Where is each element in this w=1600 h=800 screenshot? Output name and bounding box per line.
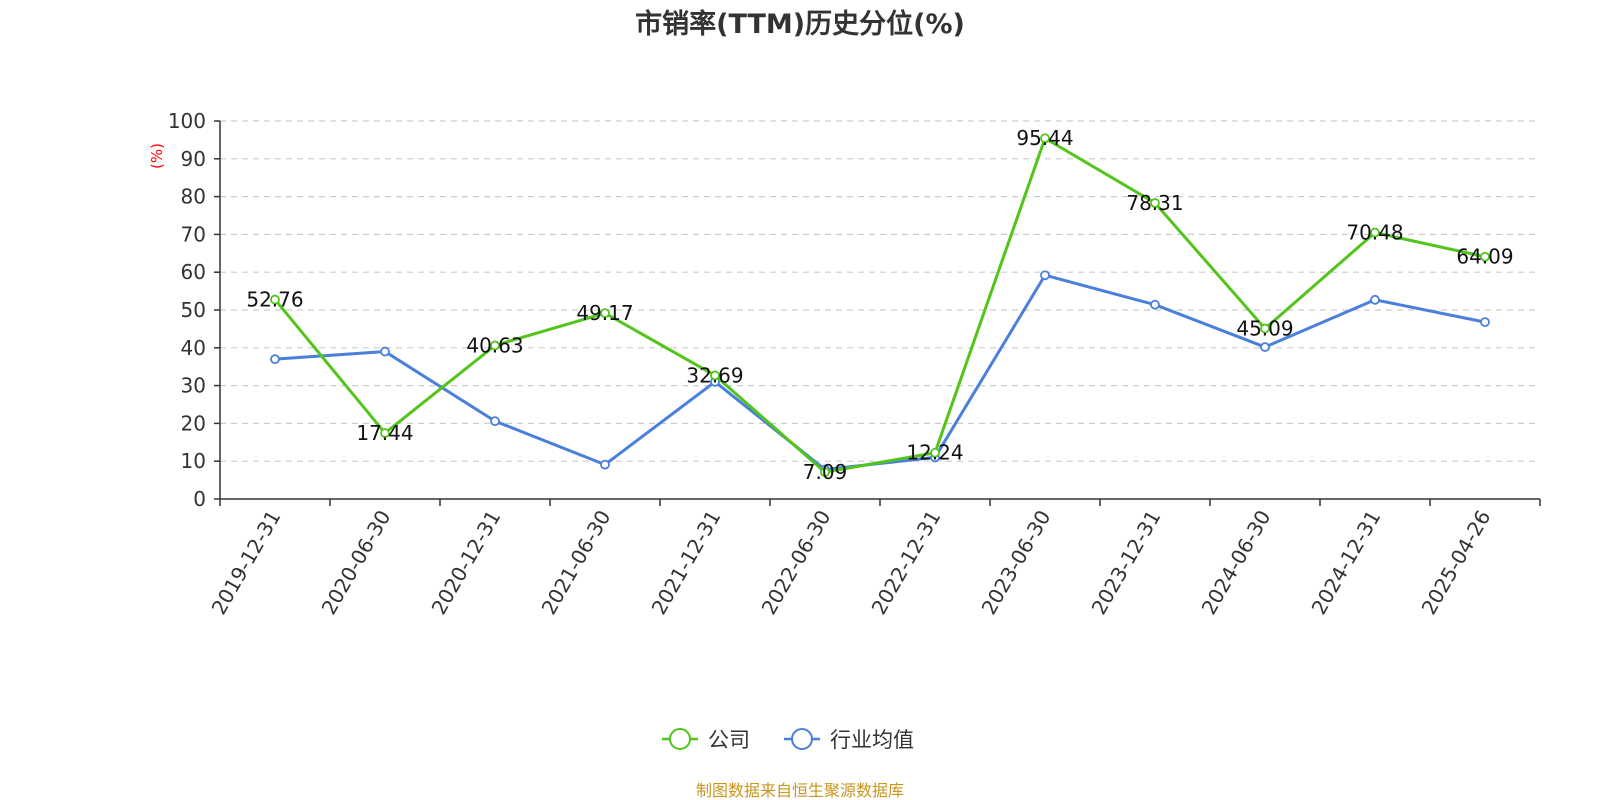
data-point[interactable] [1370,294,1380,305]
data-point[interactable] [1040,133,1050,144]
x-tick-label: 2025-04-26 [1416,506,1495,619]
data-point[interactable] [1260,342,1270,352]
data-label: 32.69 [686,363,743,387]
x-tick-label: 2024-12-31 [1306,506,1385,619]
axes: 0 10 20 30 40 50 60 70 80 90 100 2019-12-31 2020-06-… [168,109,1541,619]
source-note: 制图数据来自恒生聚源数据库 [696,781,904,800]
x-tick-label: 2019-12-31 [206,506,285,619]
y-tick-label: 10 [181,449,206,473]
data-label: 45.09 [1236,317,1293,341]
x-tick-label: 2020-12-31 [426,506,505,619]
gridlines [220,120,1540,462]
y-tick-label: 90 [181,147,206,171]
data-label: 49.17 [576,301,633,325]
data-point[interactable] [380,428,390,438]
y-tick-label: 30 [181,374,206,398]
data-point[interactable] [930,447,940,458]
data-label: 95.44 [1016,126,1073,150]
data-label: 64.09 [1456,245,1513,269]
y-tick-label: 80 [181,185,206,209]
x-tick-label: 2021-12-31 [646,506,725,619]
data-point[interactable] [490,416,500,427]
legend-item-1[interactable]: 行业均值 [784,728,914,752]
legend-marker-icon [669,728,691,750]
x-tick-label: 2022-12-31 [866,506,945,619]
legend[interactable]: 公司 行业均值 [662,728,914,752]
legend-item-0[interactable]: 公司 [662,728,750,752]
data-point[interactable] [1370,227,1380,238]
y-tick-label: 20 [181,411,206,435]
data-point[interactable] [1150,198,1160,208]
data-point[interactable] [1260,323,1270,334]
data-point[interactable] [270,354,280,365]
y-tick-label: 40 [181,336,206,360]
data-point[interactable] [600,308,610,319]
y-tick-label: 100 [168,109,206,133]
legend-label: 公司 [708,728,750,752]
data-point[interactable] [1480,251,1490,262]
x-tick-label: 2020-06-30 [316,506,395,619]
data-point[interactable] [710,370,720,381]
series-line [274,273,1486,472]
data-point[interactable] [1480,317,1490,327]
y-tick-label: 50 [181,298,206,322]
series-layer [270,133,1490,478]
x-tick-label: 2022-06-30 [756,506,835,619]
legend-marker-icon [791,728,813,750]
x-tick-label: 2023-12-31 [1086,506,1165,619]
data-label: 78.31 [1126,191,1183,215]
data-label: 7.09 [803,460,848,484]
x-tick-label: 2023-06-30 [976,506,1055,619]
data-point[interactable] [600,459,610,470]
data-label: 52.76 [246,288,303,312]
data-point[interactable] [1040,270,1050,281]
series-1 [270,270,1490,475]
data-label: 70.48 [1346,221,1403,245]
data-point[interactable] [270,294,280,305]
y-tick-label: 60 [181,260,206,284]
data-labels: 52.76 17.44 40.63 49.17 32.69 7.09 12.24 95.44 7… [246,126,1513,484]
data-point[interactable] [490,340,500,351]
data-label: 40.63 [466,333,523,357]
data-point[interactable] [820,467,830,478]
x-tick-label: 2021-06-30 [536,506,615,619]
y-axis-unit-label: (%) [148,143,166,169]
chart-title: 市销率(TTM)历史分位(%) [635,8,965,40]
y-tick-label: 0 [193,487,206,511]
series-0 [270,133,1490,478]
legend-label: 行业均值 [830,728,914,752]
y-tick-label: 70 [181,222,206,246]
series-line [273,136,1486,474]
data-point[interactable] [1150,299,1160,310]
x-tick-label: 2024-06-30 [1196,506,1275,619]
data-label: 17.44 [356,421,413,445]
data-label: 12.24 [906,441,963,465]
data-point[interactable] [380,346,390,357]
